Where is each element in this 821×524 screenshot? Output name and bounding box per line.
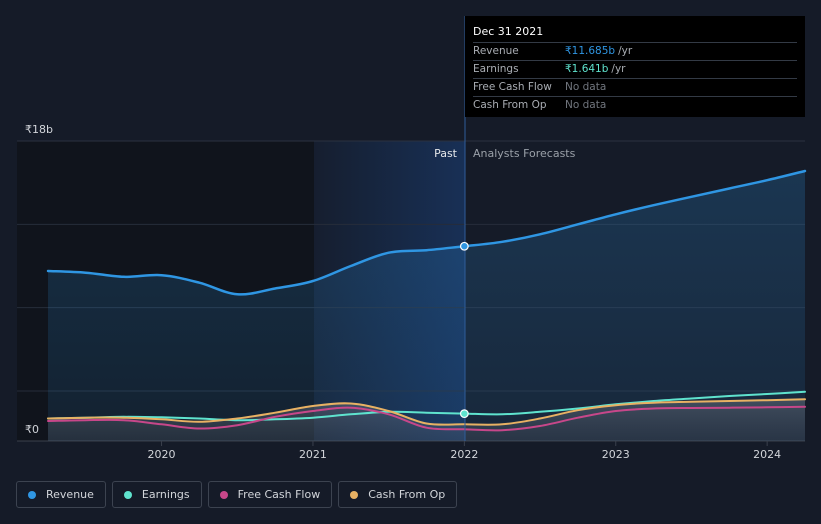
- legend-item-revenue[interactable]: Revenue: [16, 481, 106, 508]
- legend-dot-icon: [219, 490, 228, 499]
- tooltip-value: ₹1.641b: [565, 63, 609, 75]
- tooltip-date: Dec 31 2021: [473, 22, 797, 43]
- x-tick-label: 2021: [299, 448, 327, 461]
- marker-earnings: [459, 409, 469, 419]
- series-lines: [46, 169, 807, 432]
- x-tick-label: 2022: [450, 448, 478, 461]
- x-axis-ticks: 2020 2021 2022 2023 2024: [148, 441, 781, 461]
- tooltip-label: Earnings: [473, 63, 519, 75]
- tooltip-label: Free Cash Flow: [473, 81, 552, 93]
- legend-dot-icon: [123, 490, 132, 499]
- line-earnings: [47, 390, 806, 422]
- tooltip-row-free-cash-flow: Free Cash Flow No data: [473, 79, 797, 97]
- area-revenue: [48, 171, 805, 441]
- tooltip-row-earnings: Earnings ₹1.641b /yr: [473, 61, 797, 79]
- x-tick-label: 2024: [753, 448, 781, 461]
- legend-dot-icon: [28, 490, 36, 499]
- tooltip: Dec 31 2021 Revenue ₹11.685b /yr Earning…: [465, 16, 805, 117]
- x-tick-label: 2020: [148, 448, 176, 461]
- x-tick-label: 2023: [602, 448, 630, 461]
- legend-label: Earnings: [141, 488, 190, 501]
- legend-item-free-cash-flow[interactable]: Free Cash Flow: [207, 481, 333, 508]
- tooltip-unit: /yr: [618, 45, 633, 57]
- marker-revenue: [459, 241, 469, 251]
- tooltip-unit: /yr: [611, 63, 626, 75]
- line-free-cash-flow: [47, 405, 806, 432]
- line-revenue: [46, 169, 807, 296]
- tooltip-value: ₹11.685b: [565, 45, 616, 57]
- tooltip-value: No data: [565, 81, 607, 93]
- series-areas: [48, 171, 805, 441]
- past-label: Past: [434, 147, 458, 160]
- legend-item-cash-from-op[interactable]: Cash From Op: [338, 481, 458, 508]
- area-cash-from-op: [48, 399, 805, 441]
- tooltip-row-revenue: Revenue ₹11.685b /yr: [473, 43, 797, 61]
- legend-label: Revenue: [46, 488, 94, 501]
- legend-item-earnings[interactable]: Earnings: [111, 481, 202, 508]
- y-axis-top-label: ₹18b: [25, 123, 53, 136]
- tooltip-row-cash-from-op: Cash From Op No data: [473, 97, 797, 114]
- tooltip-value: No data: [565, 99, 607, 111]
- hover-markers: [459, 241, 469, 419]
- legend-label: Free Cash Flow: [237, 488, 321, 501]
- legend: Revenue Earnings Free Cash Flow Cash Fro…: [16, 481, 458, 508]
- legend-dot-icon: [350, 490, 359, 499]
- legend-label: Cash From Op: [368, 488, 446, 501]
- forecast-label: Analysts Forecasts: [473, 147, 576, 160]
- tooltip-label: Cash From Op: [473, 99, 547, 111]
- y-axis-bottom-label: ₹0: [25, 423, 39, 436]
- line-cash-from-op: [47, 398, 806, 426]
- tooltip-label: Revenue: [473, 45, 519, 57]
